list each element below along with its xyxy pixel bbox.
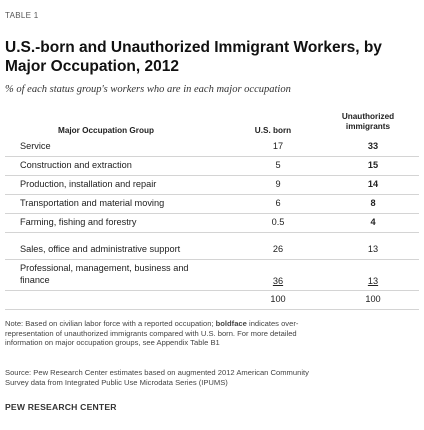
header-unauthorized-line1: Unauthorized: [341, 112, 395, 121]
occupation-label: Sales, office and administrative support: [20, 244, 181, 254]
source-line: Source: Pew Research Center estimates ba…: [5, 368, 309, 377]
unauthorized-value: 15: [367, 160, 379, 170]
table-title: U.S.-born and Unauthorized Immigrant Wor…: [5, 39, 382, 75]
footer-org: PEW RESEARCH CENTER: [5, 402, 117, 412]
occupation-label-line2: finance: [20, 275, 50, 285]
table-row: Construction and extraction 5 15: [5, 157, 419, 176]
us-born-value: 6: [275, 198, 281, 208]
table-row-total: 100 100: [5, 291, 419, 310]
unauthorized-value: 14: [367, 179, 379, 189]
note-line: information on major occupation groups, …: [5, 338, 220, 348]
unauthorized-value: 13: [367, 276, 379, 286]
unauthorized-total: 100: [365, 294, 381, 304]
header-us-born: U.S. born: [254, 126, 292, 135]
header-unauthorized-line2: immigrants: [345, 122, 391, 131]
header-unauthorized-immigrants: Unauthorized immigrants: [338, 112, 398, 132]
occupation-label: Service: [20, 141, 51, 151]
us-born-total: 100: [270, 294, 286, 304]
note-line: representation of unauthorized immigrant…: [5, 328, 297, 338]
us-born-value: 26: [272, 244, 284, 254]
table-row: Service 17 33: [5, 138, 419, 157]
table-row: Sales, office and administrative support…: [5, 241, 419, 260]
us-born-value: 36: [272, 276, 284, 286]
source: Source: Pew Research Center estimates ba…: [5, 368, 419, 387]
source-line: Survey data from Integrated Public Use M…: [5, 377, 228, 387]
occupation-label: Transportation and material moving: [20, 198, 165, 208]
table-row: Professional, management, business and f…: [5, 260, 419, 291]
table-row: Production, installation and repair 9 14: [5, 176, 419, 195]
note-line: Note: Based on civilian labor force with…: [5, 319, 299, 328]
table-subtitle: % of each status group's workers who are…: [5, 84, 291, 95]
note-boldface-word: boldface: [215, 319, 247, 328]
note: Note: Based on civilian labor force with…: [5, 319, 419, 348]
table-row: Farming, fishing and forestry 0.5 4: [5, 214, 419, 233]
occupation-label: Production, installation and repair: [20, 179, 157, 189]
occupation-label: Construction and extraction: [20, 160, 132, 170]
us-born-value: 5: [275, 160, 281, 170]
table-label: TABLE 1: [5, 11, 39, 20]
unauthorized-value: 33: [367, 141, 379, 151]
occupation-label-line1: Professional, management, business and: [20, 263, 189, 273]
table-row: Transportation and material moving 6 8: [5, 195, 419, 214]
us-born-value: 0.5: [271, 217, 285, 227]
us-born-value: 9: [275, 179, 281, 189]
header-major-occupation-group: Major Occupation Group: [58, 126, 154, 135]
unauthorized-value: 4: [370, 217, 376, 227]
occupation-label: Farming, fishing and forestry: [20, 217, 137, 227]
us-born-value: 17: [272, 141, 284, 151]
unauthorized-value: 13: [367, 244, 379, 254]
unauthorized-value: 8: [370, 198, 376, 208]
